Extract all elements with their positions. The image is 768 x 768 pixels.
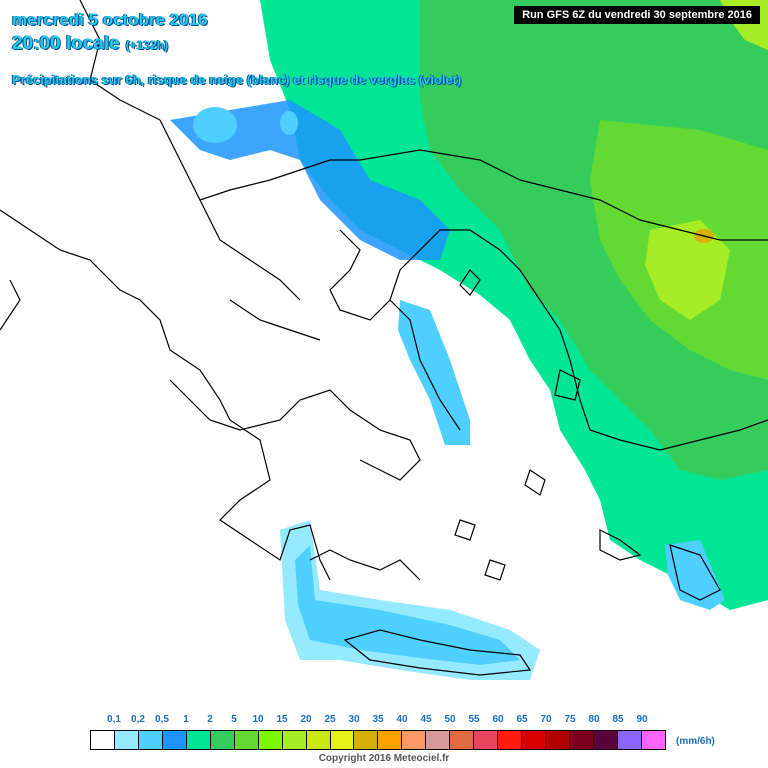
- legend-tick: 40: [396, 714, 408, 725]
- forecast-lead-time: (+132h): [125, 38, 169, 52]
- legend-swatch: [617, 731, 642, 749]
- legend-tick: 10: [252, 714, 264, 725]
- legend-swatch: [210, 731, 235, 749]
- legend-tick: 0,5: [155, 714, 169, 725]
- legend-swatch: [258, 731, 283, 749]
- forecast-date: mercredi 5 octobre 2016: [12, 10, 208, 29]
- forecast-time: 20:00 locale (+132h): [12, 33, 168, 55]
- coastlines: [0, 0, 768, 676]
- legend-swatch: [91, 731, 115, 749]
- legend-tick: 30: [348, 714, 360, 725]
- legend-tick: 90: [636, 714, 648, 725]
- legend-swatch: [426, 731, 451, 749]
- legend-unit: (mm/6h): [676, 736, 715, 747]
- legend-tick-labels: 0,1 0,2 0,5 1 2 5 10 15 20 25 30 35 40 45 50 55 60 65 70 75…: [90, 714, 666, 728]
- precip-fringe-crete-inner: [295, 545, 520, 665]
- legend-tick: 75: [564, 714, 576, 725]
- legend-tick: 70: [540, 714, 552, 725]
- legend-tick: 2: [207, 714, 213, 725]
- run-info-box: Run GFS 6Z du vendredi 30 septembre 2016: [514, 6, 760, 24]
- legend-tick: 55: [468, 714, 480, 725]
- legend-tick: 0,1: [107, 714, 121, 725]
- precip-fringe-blob-2: [280, 111, 298, 135]
- precip-fringe-north: [170, 100, 450, 260]
- legend-tick: 20: [300, 714, 312, 725]
- legend-swatch: [594, 731, 618, 749]
- legend-tick: 5: [231, 714, 237, 725]
- legend-tick: 50: [444, 714, 456, 725]
- precip-fringe-blob: [193, 107, 237, 143]
- legend-swatch: [282, 731, 307, 749]
- legend-color-bar: [90, 730, 666, 750]
- map-description: Précipitations sur 6h, risque de neige (…: [12, 72, 462, 87]
- legend-swatch: [522, 731, 547, 749]
- legend-swatch: [306, 731, 331, 749]
- legend-tick: 65: [516, 714, 528, 725]
- legend-swatch: [330, 731, 355, 749]
- precip-fringe-euboea: [398, 300, 470, 445]
- legend-swatch: [570, 731, 595, 749]
- legend-tick: 0,2: [131, 714, 145, 725]
- legend-tick: 45: [420, 714, 432, 725]
- legend-tick: 60: [492, 714, 504, 725]
- legend-swatch: [378, 731, 403, 749]
- legend-tick: 80: [588, 714, 600, 725]
- legend-tick: 15: [276, 714, 288, 725]
- legend-swatch: [354, 731, 379, 749]
- copyright-notice: Copyright 2016 Meteociel.fr: [318, 753, 450, 764]
- legend-swatch: [186, 731, 211, 749]
- legend-swatch: [234, 731, 259, 749]
- legend-tick: 25: [324, 714, 336, 725]
- legend-swatch: [546, 731, 571, 749]
- legend-tick: 35: [372, 714, 384, 725]
- legend-tick: 85: [612, 714, 624, 725]
- legend-swatch: [138, 731, 163, 749]
- legend-swatch: [474, 731, 499, 749]
- legend-swatch: [162, 731, 187, 749]
- legend-swatch: [450, 731, 475, 749]
- legend-swatch: [402, 731, 427, 749]
- legend-swatch: [114, 731, 139, 749]
- forecast-time-label: 20:00 locale: [12, 33, 120, 54]
- precip-moderate-area: [420, 0, 768, 480]
- precip-core-area: [645, 220, 730, 320]
- legend-swatch: [641, 731, 665, 749]
- legend-swatch: [498, 731, 523, 749]
- precip-fringe-rhodes: [665, 540, 725, 610]
- legend-tick: 1: [183, 714, 189, 725]
